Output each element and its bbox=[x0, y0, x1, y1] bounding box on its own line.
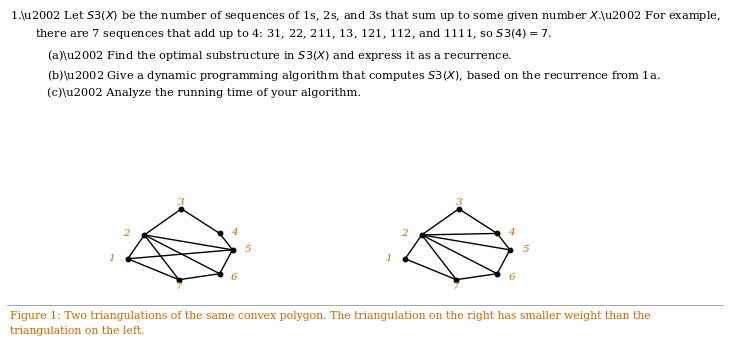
Text: (b)\u2002 Give a dynamic programming algorithm that computes $S3(X)$, based on t: (b)\u2002 Give a dynamic programming alg… bbox=[47, 68, 661, 83]
Text: 2: 2 bbox=[401, 229, 407, 238]
Text: 1: 1 bbox=[108, 254, 115, 263]
Text: 3: 3 bbox=[178, 198, 185, 207]
Text: 1: 1 bbox=[385, 254, 393, 263]
Text: 6: 6 bbox=[508, 273, 515, 282]
Text: 6: 6 bbox=[231, 273, 238, 282]
Text: 5: 5 bbox=[523, 245, 529, 254]
Text: 5: 5 bbox=[245, 245, 252, 254]
Text: (c)\u2002 Analyze the running time of your algorithm.: (c)\u2002 Analyze the running time of yo… bbox=[47, 87, 361, 98]
Text: triangulation on the left.: triangulation on the left. bbox=[10, 326, 145, 336]
Text: 4: 4 bbox=[508, 227, 515, 237]
Text: Figure 1: Two triangulations of the same convex polygon. The triangulation on th: Figure 1: Two triangulations of the same… bbox=[10, 311, 651, 320]
Text: 7: 7 bbox=[175, 282, 182, 291]
Text: 7: 7 bbox=[453, 282, 460, 291]
Text: 4: 4 bbox=[231, 227, 238, 237]
Text: 3: 3 bbox=[456, 198, 462, 207]
Text: 2: 2 bbox=[123, 229, 130, 238]
Text: there are 7 sequences that add up to 4: 31, 22, 211, 13, 121, 112, and 1111, so : there are 7 sequences that add up to 4: … bbox=[35, 27, 553, 41]
Text: 1.\u2002 Let $S3(X)$ be the number of sequences of 1s, 2s, and 3s that sum up to: 1.\u2002 Let $S3(X)$ be the number of se… bbox=[10, 9, 721, 23]
Text: (a)\u2002 Find the optimal substructure in $S3(X)$ and express it as a recurrenc: (a)\u2002 Find the optimal substructure … bbox=[47, 48, 513, 63]
